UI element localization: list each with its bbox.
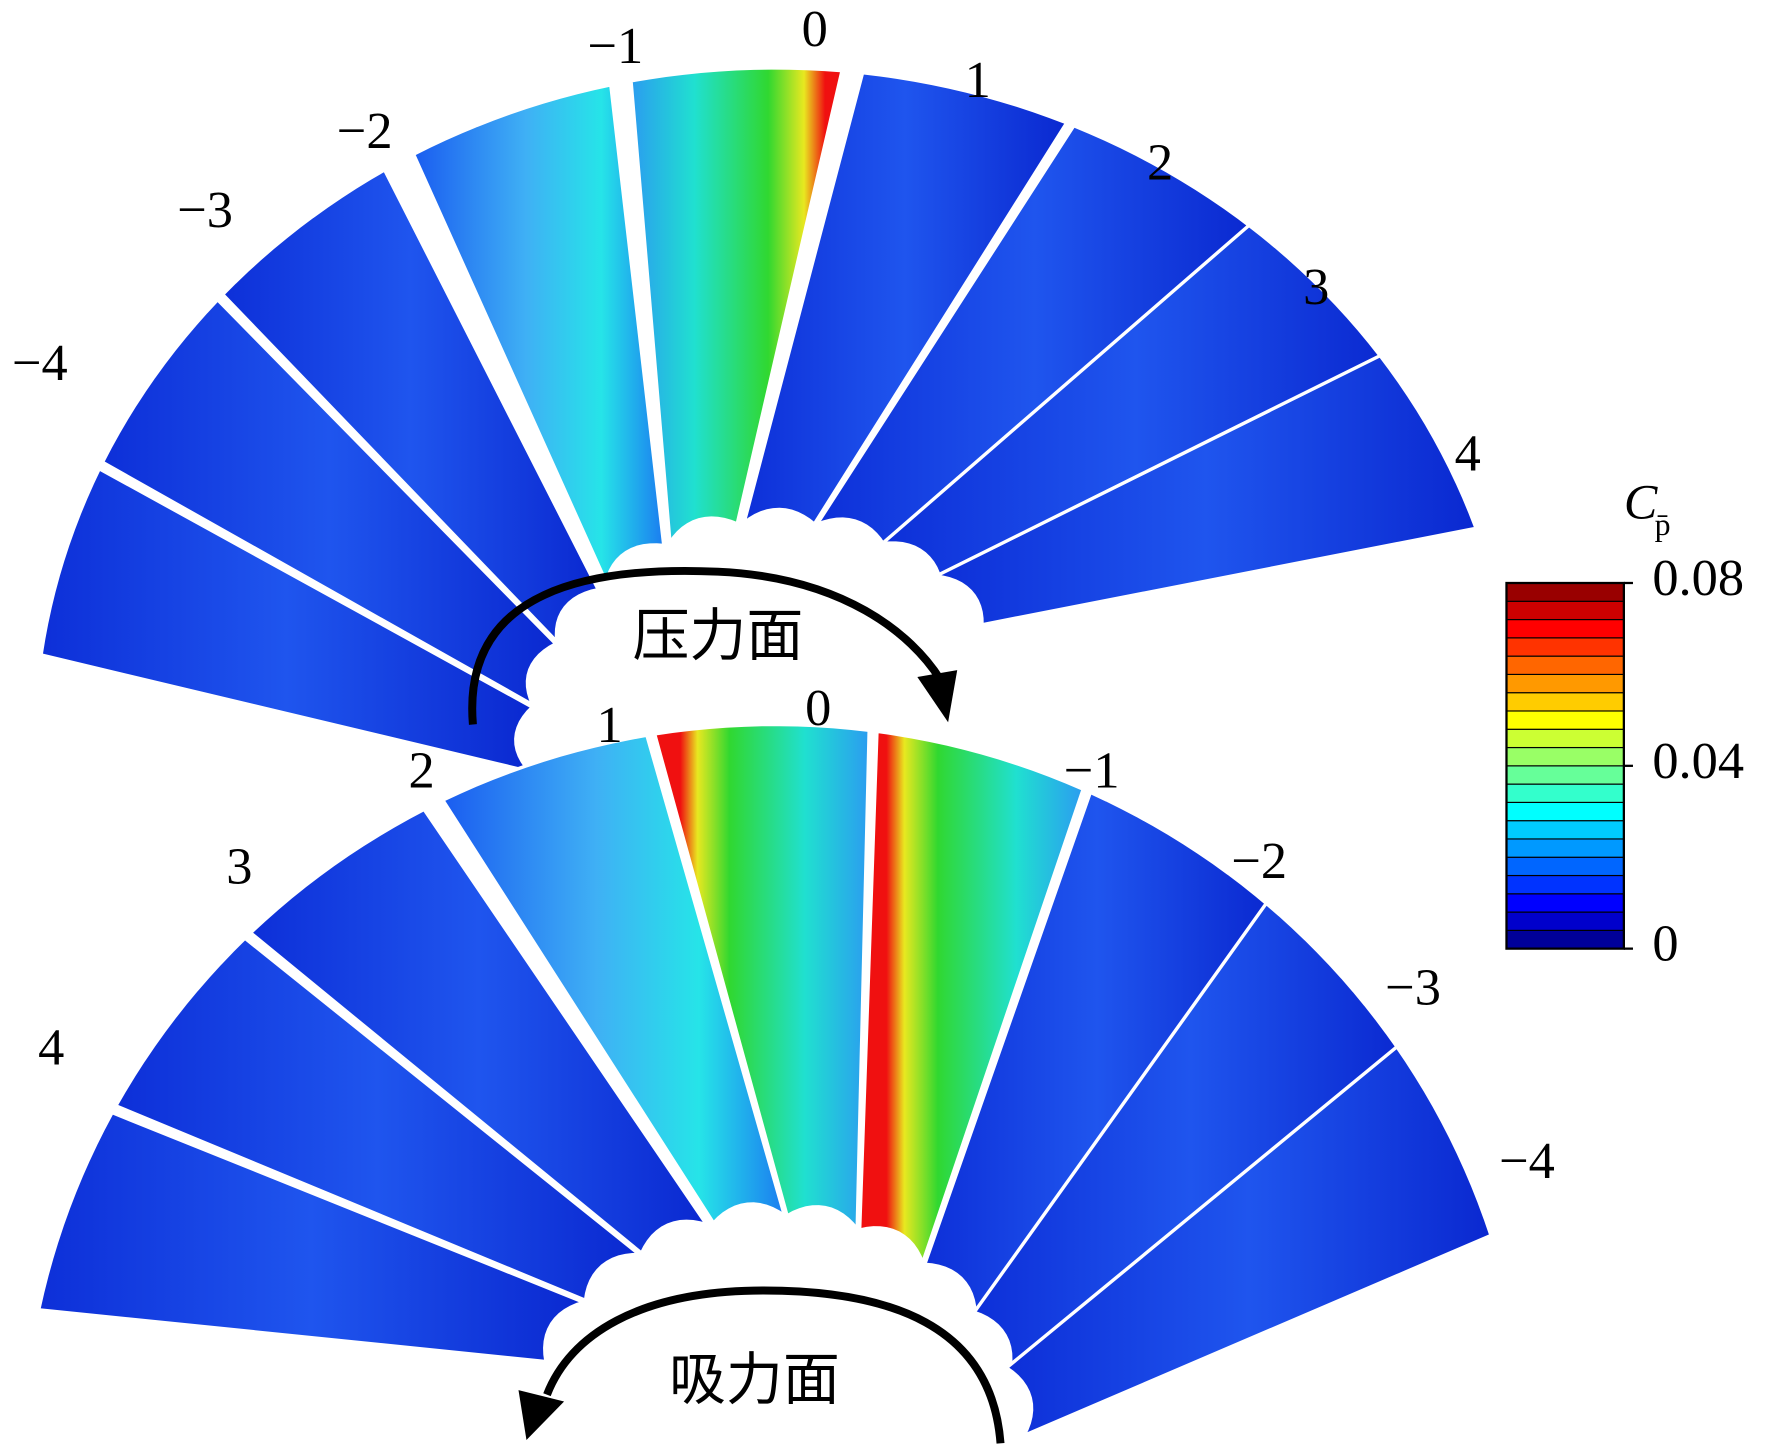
blade bbox=[220, 167, 601, 647]
colorbar-band bbox=[1505, 582, 1625, 602]
colorbar-tick-label: 0.08 bbox=[1652, 549, 1744, 607]
surface-label: 吸力面 bbox=[669, 1347, 840, 1413]
colorbar-band bbox=[1505, 911, 1625, 931]
rotation-arrow bbox=[543, 1286, 1005, 1444]
blade-number: −1 bbox=[1064, 742, 1120, 800]
colorbar-band bbox=[1505, 655, 1625, 675]
arrow-head bbox=[518, 1390, 565, 1440]
blade-number: −2 bbox=[337, 102, 393, 160]
blade bbox=[877, 223, 1394, 583]
colorbar-band bbox=[1505, 637, 1625, 657]
blade bbox=[247, 807, 711, 1256]
blade-number: 1 bbox=[965, 51, 991, 109]
colorbar-band bbox=[1505, 728, 1625, 749]
rotation-arrow bbox=[468, 566, 944, 725]
blade-number: −2 bbox=[1231, 832, 1287, 890]
colorbar-band bbox=[1505, 710, 1625, 730]
colorbar-title: C bbox=[1624, 474, 1658, 530]
colorbar-band bbox=[1505, 746, 1625, 767]
colorbar-band bbox=[1505, 929, 1625, 950]
colorbar-tick-label: 0.04 bbox=[1652, 732, 1744, 790]
colorbar-band bbox=[1505, 856, 1625, 877]
colorbar-band bbox=[1505, 765, 1625, 785]
blade-number: −4 bbox=[12, 334, 68, 392]
surface-label: 压力面 bbox=[632, 603, 803, 669]
blade bbox=[857, 729, 1086, 1268]
blade-number: 2 bbox=[409, 742, 435, 800]
blade bbox=[741, 70, 1070, 528]
blade bbox=[411, 82, 666, 588]
blade bbox=[1003, 1044, 1494, 1439]
colorbar-band bbox=[1505, 783, 1625, 803]
blade-number: 4 bbox=[1455, 425, 1481, 483]
blade-number: −3 bbox=[1385, 959, 1441, 1017]
blade-number: −3 bbox=[177, 181, 233, 239]
colorbar-band bbox=[1505, 893, 1625, 913]
blade-number: −4 bbox=[1499, 1132, 1555, 1190]
colorbar-band bbox=[1505, 618, 1625, 639]
blade-number: 1 bbox=[597, 696, 623, 754]
blade bbox=[113, 935, 645, 1303]
colorbar-band bbox=[1505, 874, 1625, 895]
blade-number: 3 bbox=[226, 838, 252, 896]
colorbar-band bbox=[1505, 673, 1625, 694]
colorbar-band bbox=[1505, 600, 1625, 621]
blade bbox=[652, 722, 871, 1234]
colorbar-tick-label: 0 bbox=[1652, 915, 1678, 973]
blade-number: 0 bbox=[805, 679, 831, 737]
blade bbox=[100, 297, 559, 709]
blade-number: −1 bbox=[587, 17, 643, 75]
blade-number: 0 bbox=[802, 0, 828, 58]
arrow-head bbox=[917, 670, 958, 723]
blade-number: 3 bbox=[1303, 258, 1329, 316]
blade-contours: −4 −3 −2 −1 0 1 2 3 4 4 3 2 1 0 −1 −2 −3 −4 bbox=[12, 0, 1555, 1439]
blade-number: 4 bbox=[38, 1019, 64, 1077]
blade bbox=[971, 900, 1410, 1378]
blade-number: 2 bbox=[1147, 134, 1173, 192]
colorbar-band bbox=[1505, 692, 1625, 712]
blade bbox=[629, 66, 845, 548]
colorbar-band bbox=[1505, 820, 1625, 840]
blade bbox=[36, 1110, 589, 1364]
blade bbox=[440, 733, 788, 1226]
colorbar-subscript: p̄ bbox=[1655, 507, 1671, 542]
blade bbox=[930, 353, 1479, 627]
colorbar-band bbox=[1505, 838, 1625, 858]
blade bbox=[39, 466, 536, 775]
colorbar-band bbox=[1505, 801, 1625, 822]
colorbar: 0 0.04 0.08 bbox=[1505, 549, 1744, 973]
